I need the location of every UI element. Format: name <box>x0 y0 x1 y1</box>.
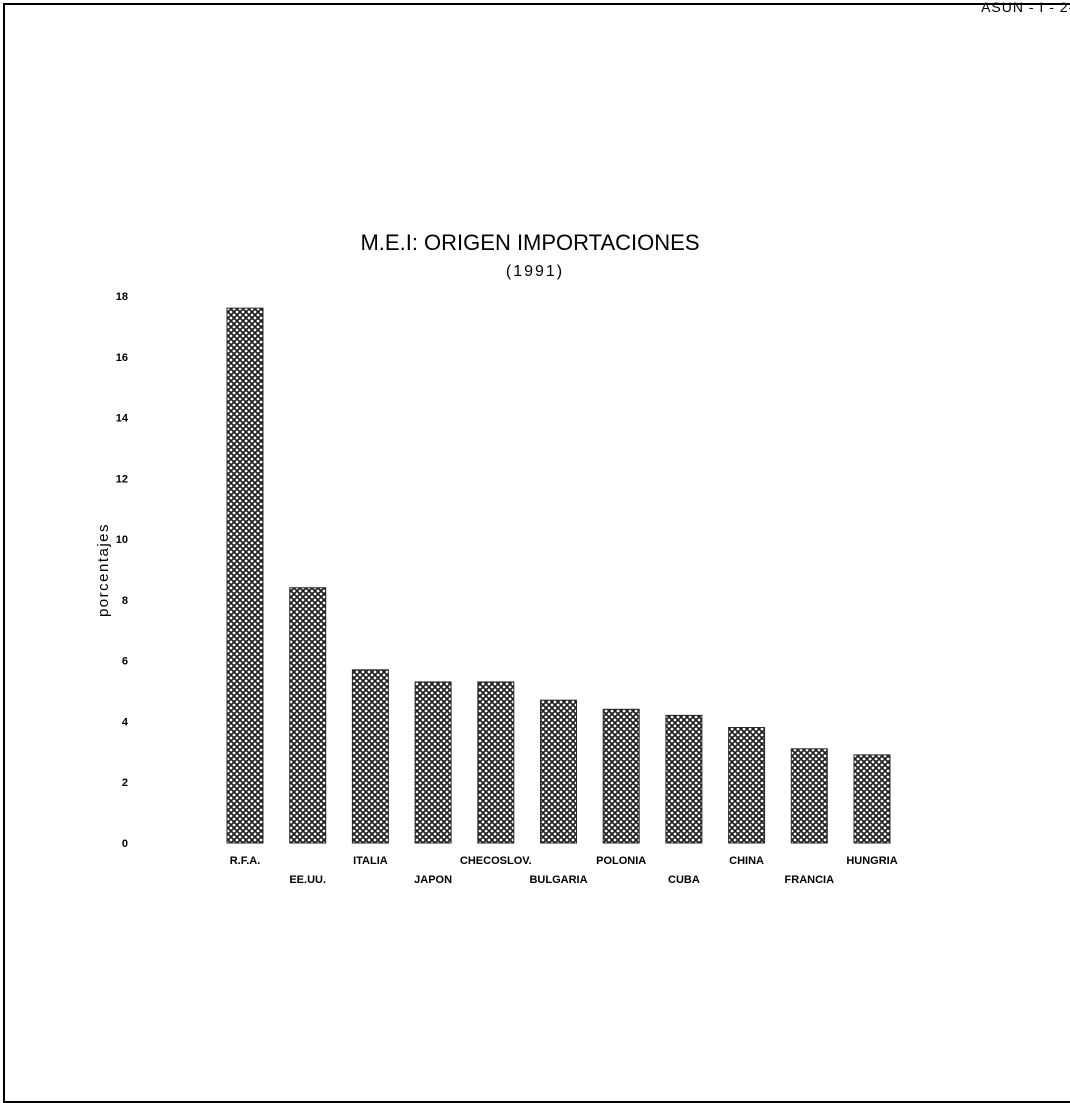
bar-hungria <box>853 754 891 844</box>
bars <box>226 307 891 844</box>
x-tick-label: ITALIA <box>353 855 388 867</box>
bar-r-f-a <box>226 307 264 844</box>
x-tick-label: R.F.A. <box>230 855 261 867</box>
bar-bulgaria <box>540 699 577 844</box>
y-tick-label: 6 <box>122 656 128 668</box>
y-axis-label: porcentajes <box>95 523 112 617</box>
x-tick-label: HUNGRIA <box>846 855 897 867</box>
y-tick-label: 18 <box>116 291 128 303</box>
bar-polonia <box>602 708 640 844</box>
y-tick-label: 12 <box>116 473 128 485</box>
x-tick-label: EE.UU. <box>289 874 326 886</box>
x-tick-label: CUBA <box>668 874 700 886</box>
y-tick-label: 4 <box>122 716 129 728</box>
y-axis-ticks: 0 2 4 6 8 10 12 14 16 18 <box>116 291 129 850</box>
chart-title: M.E.I: ORIGEN IMPORTACIONES <box>360 230 699 255</box>
bar-italia <box>351 669 389 844</box>
bar-ee-uu <box>289 587 327 844</box>
y-tick-label: 8 <box>122 595 128 607</box>
y-tick-label: 10 <box>116 534 128 546</box>
x-tick-label: CHECOSLOV. <box>460 855 532 867</box>
x-tick-label: FRANCIA <box>785 874 835 886</box>
bar-japon <box>414 681 452 844</box>
chart-frame: ASUN - I - 2-4 <box>3 0 1070 1103</box>
bar-checoslov <box>477 681 515 844</box>
x-axis-labels: R.F.A. EE.UU. ITALIA JAPON CHECOSLOV. BULGARI… <box>230 855 898 886</box>
x-tick-label: JAPON <box>414 874 452 886</box>
x-tick-label: POLONIA <box>596 855 646 867</box>
y-tick-label: 14 <box>116 413 129 425</box>
y-tick-label: 0 <box>122 838 128 850</box>
bar-china <box>728 727 766 844</box>
bar-francia <box>790 748 828 844</box>
x-tick-label: BULGARIA <box>529 874 587 886</box>
y-tick-label: 2 <box>122 777 128 789</box>
x-tick-label: CHINA <box>729 855 764 867</box>
chart-subtitle: (1991) <box>506 263 564 280</box>
bar-cuba <box>665 714 703 844</box>
y-tick-label: 16 <box>116 352 128 364</box>
page-reference: ASUN - I - 2-4 <box>981 0 1070 15</box>
